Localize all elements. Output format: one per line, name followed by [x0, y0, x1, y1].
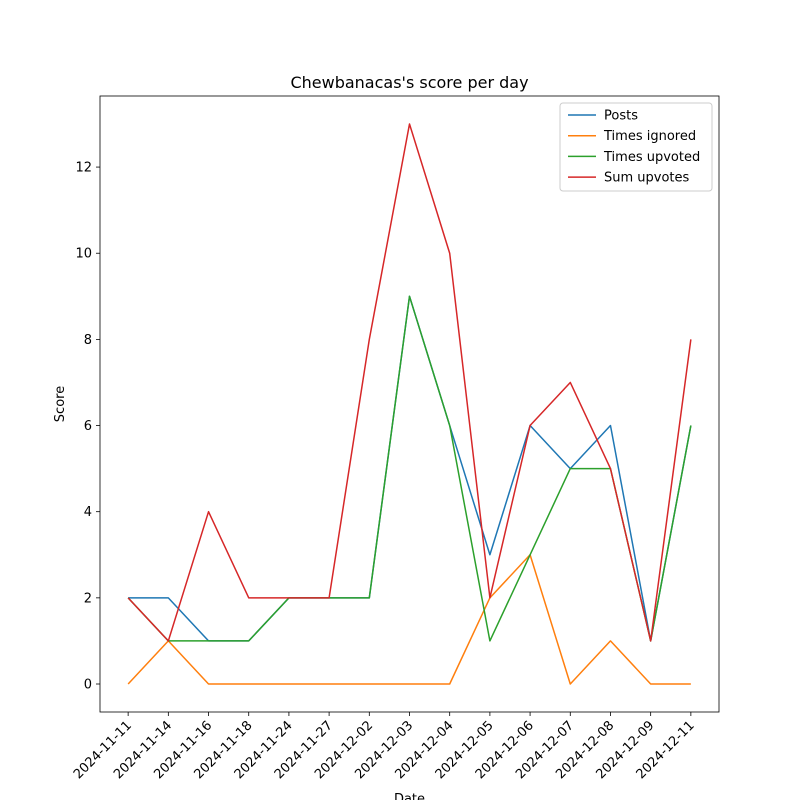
legend-box — [559, 102, 713, 192]
y-tick-label: 12 — [75, 161, 92, 176]
y-tick-label: 2 — [84, 591, 92, 606]
legend-label: Times ignored — [603, 129, 696, 144]
y-tick-label: 6 — [84, 419, 92, 434]
y-tick-label: 4 — [84, 505, 92, 520]
plot-frame — [99, 95, 720, 713]
y-axis-label: Score — [53, 386, 68, 422]
y-tick-label: 0 — [84, 678, 92, 693]
series-line — [127, 295, 692, 642]
chart-title: Chewbanacas's score per day — [290, 73, 528, 92]
legend-label: Sum upvotes — [604, 171, 690, 186]
series-line — [127, 554, 691, 685]
legend-label: Times upvoted — [603, 150, 700, 165]
x-axis-label: Date — [394, 792, 425, 800]
legend: Posts Times ignored Times upvoted Sum upvot… — [559, 102, 713, 192]
y-tick-label: 10 — [75, 247, 92, 262]
y-tick-label: 8 — [84, 333, 92, 348]
legend-label: Posts — [604, 109, 638, 124]
series-line — [127, 123, 692, 642]
